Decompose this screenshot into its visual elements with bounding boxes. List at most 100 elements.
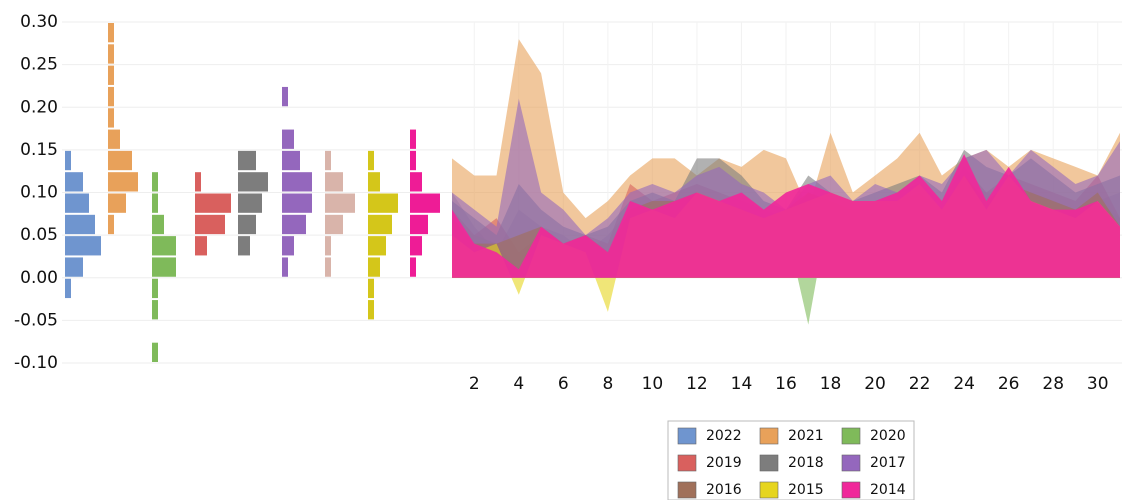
histogram-bar bbox=[108, 44, 114, 64]
histogram-bar bbox=[152, 236, 176, 256]
histogram-bar bbox=[108, 214, 114, 235]
legend-label: 2020 bbox=[870, 428, 906, 444]
y-tick-label: 0.00 bbox=[20, 268, 58, 288]
histogram-bar bbox=[325, 214, 343, 235]
histogram-bar bbox=[325, 193, 355, 213]
y-tick-label: 0.15 bbox=[20, 140, 58, 160]
legend: 2022 2021 2020 2019 2018 2017 2016 2015 2014 bbox=[677, 427, 906, 499]
legend-label: 2018 bbox=[788, 455, 824, 471]
x-tick-label: 22 bbox=[909, 374, 931, 394]
histogram-bar bbox=[108, 23, 114, 43]
y-tick-label: 0.05 bbox=[20, 225, 58, 245]
histogram-bar bbox=[152, 300, 158, 320]
histogram-bar bbox=[368, 300, 374, 320]
y-tick-label: -0.10 bbox=[14, 353, 58, 373]
histogram-bar bbox=[410, 257, 416, 277]
y-tick-label: 0.30 bbox=[20, 12, 58, 32]
histogram-bar bbox=[282, 193, 312, 213]
histogram-bar bbox=[152, 342, 158, 362]
histogram-bar bbox=[65, 172, 83, 192]
y-tick-label: 0.20 bbox=[20, 97, 58, 117]
legend-label: 2019 bbox=[706, 455, 742, 471]
y-tick-label: 0.25 bbox=[20, 55, 58, 75]
legend-label: 2016 bbox=[706, 482, 742, 498]
legend-swatch bbox=[841, 481, 861, 499]
legend-label: 2022 bbox=[706, 428, 742, 444]
x-tick-label: 18 bbox=[820, 374, 842, 394]
histogram-bar bbox=[108, 86, 114, 107]
histogram-bar bbox=[238, 150, 256, 171]
histogram-bar bbox=[65, 236, 101, 256]
histogram-bar bbox=[238, 193, 262, 213]
legend-swatch bbox=[841, 454, 861, 472]
histogram-bar bbox=[368, 150, 374, 171]
histogram-bar bbox=[410, 193, 440, 213]
histogram-bar bbox=[152, 214, 164, 235]
legend-swatch bbox=[677, 481, 697, 499]
legend-label: 2021 bbox=[788, 428, 824, 444]
histogram-bar bbox=[368, 193, 398, 213]
histogram-bar bbox=[65, 214, 95, 235]
x-tick-label: 14 bbox=[731, 374, 753, 394]
histogram-bar bbox=[238, 172, 268, 192]
histogram-bar bbox=[368, 236, 386, 256]
x-tick-label: 28 bbox=[1042, 374, 1064, 394]
area bbox=[452, 154, 1120, 278]
x-tick-label: 6 bbox=[558, 374, 569, 394]
x-tick-label: 24 bbox=[953, 374, 975, 394]
histogram-bar bbox=[282, 172, 312, 192]
histogram-bar bbox=[282, 257, 288, 277]
histogram-bar bbox=[65, 257, 83, 277]
x-tick-label: 16 bbox=[775, 374, 797, 394]
histogram-bar bbox=[282, 129, 294, 149]
histogram-bar bbox=[368, 172, 380, 192]
histogram-bar bbox=[410, 172, 422, 192]
histogram-bar bbox=[152, 257, 176, 277]
axes: 0.300.250.200.150.100.050.00-0.05-0.102 4… bbox=[14, 12, 1109, 394]
histogram-bar bbox=[152, 278, 158, 299]
histogram-bar bbox=[195, 214, 225, 235]
y-tick-label: -0.05 bbox=[14, 310, 58, 330]
histogram-bar bbox=[368, 257, 380, 277]
x-tick-label: 26 bbox=[998, 374, 1020, 394]
histogram-bar bbox=[108, 193, 126, 213]
histogram-bar bbox=[238, 236, 250, 256]
legend-swatch bbox=[677, 427, 697, 445]
legend-label: 2015 bbox=[788, 482, 824, 498]
histogram-bar bbox=[410, 236, 422, 256]
legend-swatch bbox=[759, 481, 779, 499]
x-tick-label: 12 bbox=[686, 374, 708, 394]
histogram-bar bbox=[65, 150, 71, 171]
x-tick-label: 10 bbox=[642, 374, 664, 394]
histogram-bar bbox=[108, 150, 132, 171]
histogram-bar bbox=[108, 129, 120, 149]
histogram-bar bbox=[108, 108, 114, 128]
legend-swatch bbox=[759, 427, 779, 445]
histogram-bar bbox=[195, 236, 207, 256]
histogram-bar bbox=[410, 214, 428, 235]
histogram-bar bbox=[152, 172, 158, 192]
histogram-bar bbox=[108, 65, 114, 85]
histogram-bar bbox=[410, 129, 416, 149]
histogram-bar bbox=[65, 193, 89, 213]
histogram-bar bbox=[410, 150, 416, 171]
legend-swatch bbox=[841, 427, 861, 445]
histogram-bar bbox=[65, 278, 71, 299]
legend-label: 2014 bbox=[870, 482, 906, 498]
histogram-bar bbox=[282, 214, 306, 235]
histogram-bar bbox=[368, 214, 392, 235]
areas bbox=[452, 39, 1120, 325]
histogram-bar bbox=[325, 172, 343, 192]
histogram-bar bbox=[368, 278, 374, 299]
legend-label: 2017 bbox=[870, 455, 906, 471]
histogram-bar bbox=[282, 236, 294, 256]
x-tick-label: 4 bbox=[513, 374, 524, 394]
legend-swatch bbox=[759, 454, 779, 472]
histogram-bar bbox=[238, 214, 256, 235]
x-tick-label: 2 bbox=[469, 374, 480, 394]
histogram-bar bbox=[282, 86, 288, 107]
x-tick-label: 8 bbox=[602, 374, 613, 394]
histogram-bar bbox=[195, 193, 231, 213]
